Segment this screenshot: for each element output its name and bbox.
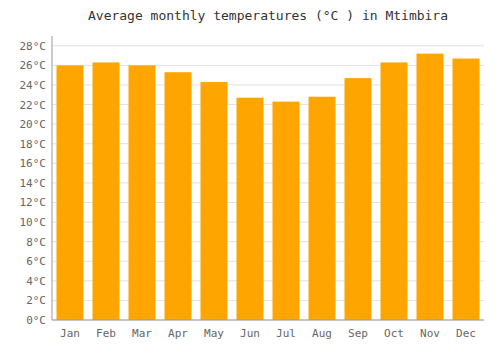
bar xyxy=(93,62,120,320)
x-tick-label: Jan xyxy=(60,327,80,340)
x-axis: Jan Feb Mar Apr May Jun Jul Aug Sep Oct Nov Dec xyxy=(52,320,484,340)
bar xyxy=(57,65,84,320)
bar xyxy=(309,97,336,320)
x-tick-label: Nov xyxy=(420,327,440,340)
y-tick-label: 26°C xyxy=(20,59,47,72)
y-axis-line xyxy=(52,36,53,320)
bar xyxy=(165,72,192,320)
y-tick-label: 18°C xyxy=(20,138,47,151)
bars xyxy=(57,54,480,320)
x-tick-label: Oct xyxy=(384,327,404,340)
y-tick-label: 12°C xyxy=(20,196,47,209)
bar xyxy=(345,78,372,320)
x-tick-label: Jun xyxy=(240,327,260,340)
x-tick-label: Dec xyxy=(456,327,476,340)
x-tick-label: Feb xyxy=(96,327,116,340)
y-tick-label: 24°C xyxy=(20,79,47,92)
title: Average monthly temperatures (°C ) in Mt… xyxy=(88,8,448,23)
y-tick-label: 6°C xyxy=(26,255,46,268)
y-tick-label: 10°C xyxy=(20,216,47,229)
x-tick-label: Apr xyxy=(168,327,188,340)
x-tick-label: Sep xyxy=(348,327,368,340)
bar xyxy=(417,54,444,320)
page: {"chart_data": {"type": "bar", "title": … xyxy=(0,0,500,350)
x-tick-label: Jul xyxy=(276,327,296,340)
y-tick-label: 22°C xyxy=(20,99,47,112)
chart: Average monthly temperatures (°C ) in Mt… xyxy=(0,0,500,350)
bar xyxy=(273,102,300,320)
y-tick-label: 14°C xyxy=(20,177,47,190)
y-tick-label: 4°C xyxy=(26,275,46,288)
y-tick-label: 20°C xyxy=(20,118,47,131)
y-tick-label: 2°C xyxy=(26,294,46,307)
x-tick-label: May xyxy=(204,327,224,340)
bar xyxy=(381,62,408,320)
grid xyxy=(52,46,484,320)
x-tick-label: Mar xyxy=(132,327,152,340)
bar xyxy=(129,65,156,320)
x-axis-line xyxy=(52,320,484,321)
y-tick-label: 0°C xyxy=(26,314,46,327)
y-tick-label: 28°C xyxy=(20,40,47,53)
bar xyxy=(453,59,480,320)
y-axis: 0°C 2°C 4°C 6°C 8°C 10°C 12°C 14°C 16°C 18°C 20°C 2… xyxy=(20,36,53,327)
grid-line xyxy=(52,320,484,321)
bar xyxy=(237,98,264,320)
x-tick-label: Aug xyxy=(312,327,332,340)
bar xyxy=(201,82,228,320)
y-tick-label: 8°C xyxy=(26,236,46,249)
grid-line xyxy=(52,45,484,46)
y-tick-label: 16°C xyxy=(20,157,47,170)
